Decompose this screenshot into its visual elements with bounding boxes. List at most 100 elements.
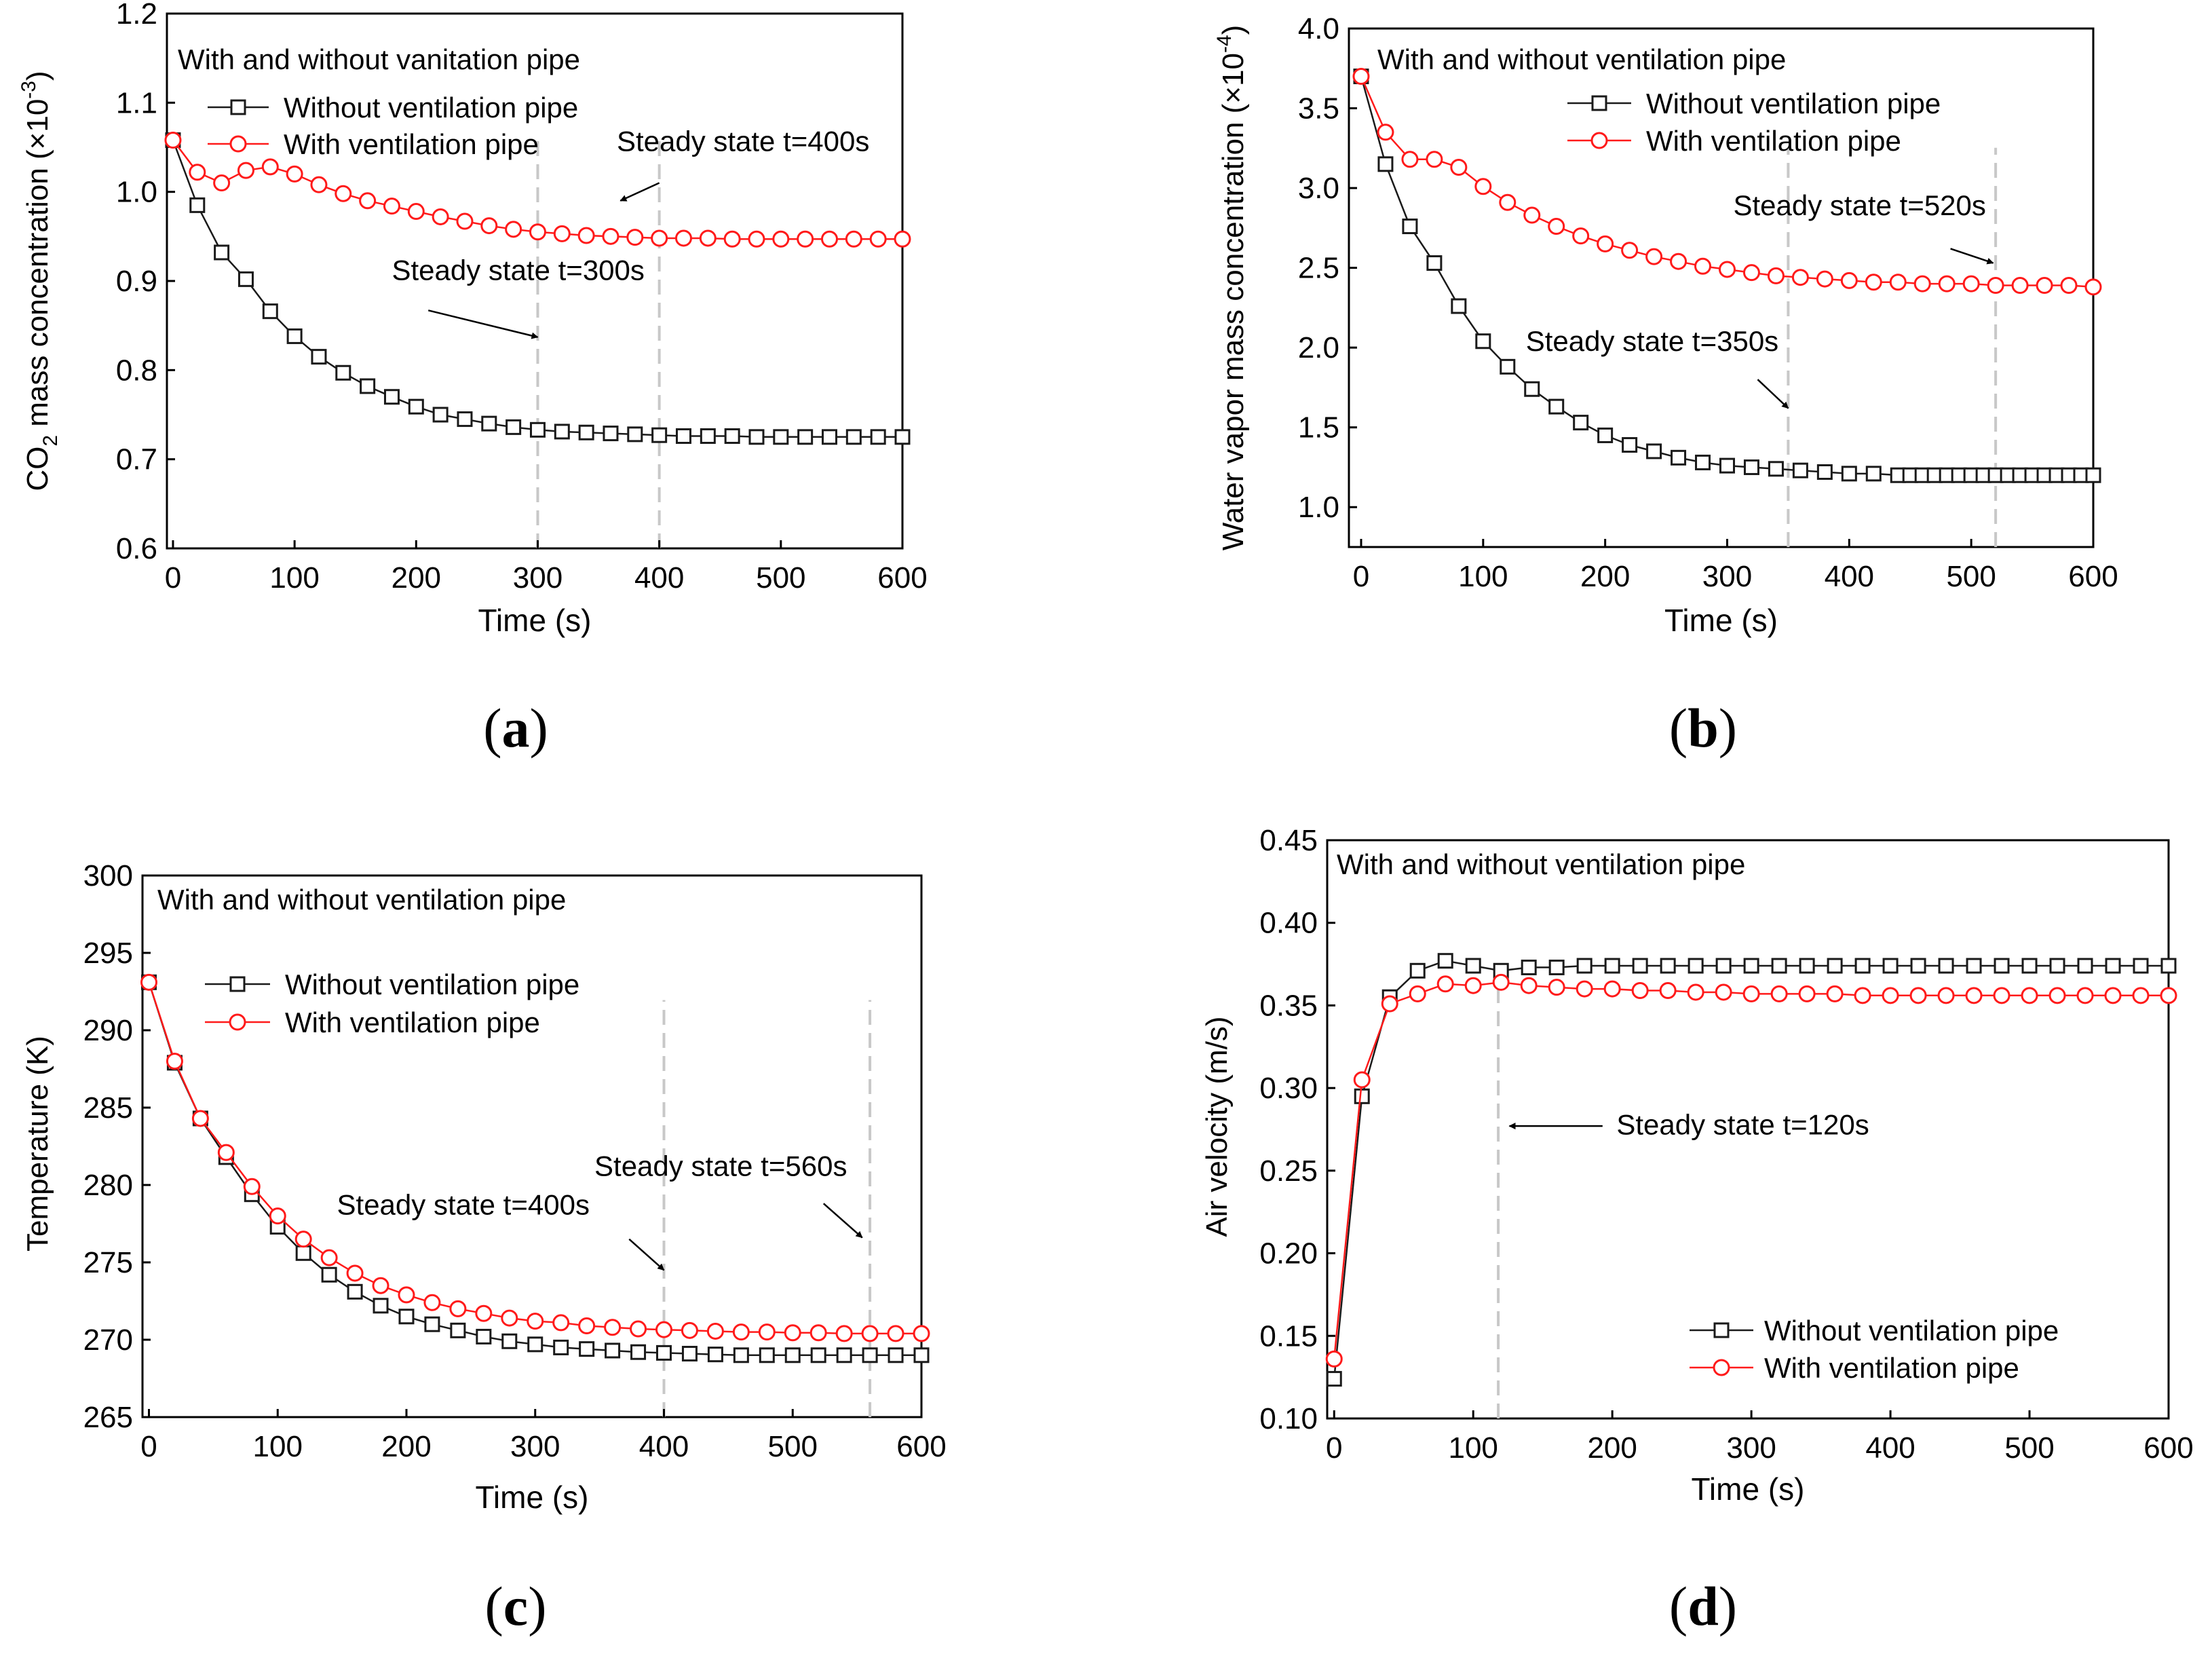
data-point-square-1 bbox=[1354, 1088, 1370, 1104]
data-point-circle-2 bbox=[1401, 151, 1419, 168]
data-point-square-25 bbox=[2021, 958, 2038, 974]
y-axis-label-part: Air velocity (m/s) bbox=[1200, 1016, 1234, 1237]
x-tick-label: 200 bbox=[1580, 560, 1630, 593]
data-point-square-9 bbox=[1573, 415, 1589, 431]
x-tick-label: 300 bbox=[1702, 560, 1752, 593]
data-point-circle-19 bbox=[630, 1320, 647, 1338]
data-point-circle-10 bbox=[1603, 980, 1621, 998]
x-tick-label: 100 bbox=[1458, 560, 1508, 593]
data-point-square-23 bbox=[1966, 958, 1982, 974]
panel-label-paren: ( bbox=[484, 1575, 503, 1637]
data-point-square-legend bbox=[1713, 1322, 1730, 1338]
data-point-square-17 bbox=[579, 1341, 595, 1357]
data-point-square-12 bbox=[1646, 443, 1662, 459]
y-axis-label-part: -3 bbox=[18, 81, 40, 99]
data-point-circle-16 bbox=[552, 1314, 570, 1332]
data-point-circle-17 bbox=[1767, 267, 1785, 284]
data-point-circle-3 bbox=[1409, 985, 1426, 1002]
y-axis-label-part: Water vapor mass concentration (×10 bbox=[1217, 53, 1250, 550]
data-point-circle-22 bbox=[1889, 274, 1907, 291]
data-point-circle-7 bbox=[335, 185, 352, 202]
x-axis-label: Time (s) bbox=[1692, 1471, 1805, 1507]
x-tick-label: 200 bbox=[392, 561, 441, 595]
data-point-square-26 bbox=[2049, 958, 2065, 974]
y-tick-label: 2.5 bbox=[1298, 252, 1339, 285]
x-tick-label: 500 bbox=[756, 561, 805, 595]
series-with-ventilation bbox=[140, 973, 930, 1342]
y-tick-label: 0.9 bbox=[116, 265, 157, 298]
x-tick-label: 300 bbox=[1726, 1431, 1776, 1465]
data-point-square-16 bbox=[554, 424, 570, 440]
data-point-circle-16 bbox=[1742, 264, 1760, 282]
data-point-square-12 bbox=[457, 411, 473, 428]
data-point-circle-24 bbox=[1938, 275, 1956, 293]
data-point-square-8 bbox=[1548, 398, 1565, 415]
data-point-circle-13 bbox=[475, 1304, 493, 1322]
y-axis-label: Water vapor mass concentration (×10-4) bbox=[1213, 25, 1250, 551]
data-point-square-14 bbox=[501, 1333, 518, 1349]
y-tick-label: 0.8 bbox=[116, 354, 157, 387]
data-point-circle-7 bbox=[320, 1249, 338, 1266]
data-point-square-6 bbox=[311, 349, 327, 365]
x-tick-label: 200 bbox=[1587, 1431, 1637, 1465]
data-point-circle-5 bbox=[1464, 977, 1482, 994]
data-point-square-4 bbox=[262, 303, 278, 320]
data-point-circle-30 bbox=[913, 1325, 930, 1342]
y-tick-label: 0.35 bbox=[1259, 989, 1318, 1022]
data-point-circle-1 bbox=[1353, 1071, 1371, 1089]
data-point-circle-legend bbox=[1590, 132, 1608, 149]
data-point-square-14 bbox=[1695, 454, 1711, 470]
data-point-square-13 bbox=[1671, 449, 1687, 466]
data-point-circle-28 bbox=[845, 230, 862, 248]
data-point-circle-29 bbox=[2132, 987, 2150, 1004]
data-point-square-18 bbox=[1827, 958, 1843, 974]
data-point-square-13 bbox=[476, 1328, 492, 1344]
data-point-circle-2 bbox=[213, 174, 231, 192]
y-tick-label: 0.30 bbox=[1259, 1072, 1318, 1105]
x-tick-label: 0 bbox=[1353, 560, 1369, 593]
legend: With and without ventilation pipe Without… bbox=[157, 884, 579, 1038]
data-point-circle-23 bbox=[1913, 275, 1931, 293]
y-tick-label: 1.1 bbox=[116, 86, 157, 119]
data-point-square-21 bbox=[1865, 466, 1882, 482]
data-point-square-24 bbox=[1994, 958, 2010, 974]
data-point-square-15 bbox=[1743, 958, 1759, 974]
data-point-circle-1 bbox=[166, 1053, 183, 1070]
data-point-circle-26 bbox=[2048, 987, 2066, 1004]
data-point-circle-14 bbox=[505, 221, 522, 238]
data-point-square-7 bbox=[335, 364, 351, 381]
data-point-square-6 bbox=[295, 1245, 311, 1261]
data-point-square-16 bbox=[1743, 459, 1759, 475]
y-tick-label: 300 bbox=[83, 859, 133, 892]
y-tick-label: 0.7 bbox=[116, 443, 157, 476]
y-tick-label: 275 bbox=[83, 1246, 133, 1279]
data-point-square-15 bbox=[527, 1336, 544, 1353]
series-without-ventilation bbox=[165, 132, 911, 445]
data-point-circle-14 bbox=[1694, 257, 1712, 275]
data-point-circle-24 bbox=[758, 1323, 776, 1341]
data-point-square-20 bbox=[1841, 466, 1857, 482]
y-tick-label: 1.0 bbox=[116, 176, 157, 209]
panel-label: (d) bbox=[1669, 1575, 1737, 1637]
data-point-circle-24 bbox=[1993, 987, 2010, 1004]
data-point-circle-23 bbox=[732, 1323, 750, 1341]
x-tick-label: 600 bbox=[2068, 560, 2118, 593]
data-point-square-17 bbox=[1768, 461, 1784, 477]
y-tick-label: 0.25 bbox=[1259, 1154, 1318, 1188]
x-tick-label: 100 bbox=[1448, 1431, 1498, 1465]
data-point-circle-4 bbox=[261, 158, 279, 176]
data-point-square-3 bbox=[237, 271, 254, 287]
x-tick-label: 600 bbox=[2143, 1431, 2193, 1465]
y-tick-label: 0.45 bbox=[1259, 824, 1318, 857]
data-point-circle-0 bbox=[140, 973, 157, 991]
data-point-circle-3 bbox=[237, 162, 254, 179]
annotation-arrow bbox=[619, 182, 660, 202]
y-tick-label: 280 bbox=[83, 1169, 133, 1202]
plot-frame bbox=[141, 874, 923, 1418]
data-point-square-14 bbox=[1715, 958, 1732, 974]
data-point-circle-13 bbox=[1687, 983, 1704, 1001]
data-point-square-6 bbox=[1500, 358, 1516, 375]
panel-label-paren: ( bbox=[1669, 1575, 1687, 1637]
legend-title: With and without ventilation pipe bbox=[157, 884, 566, 916]
